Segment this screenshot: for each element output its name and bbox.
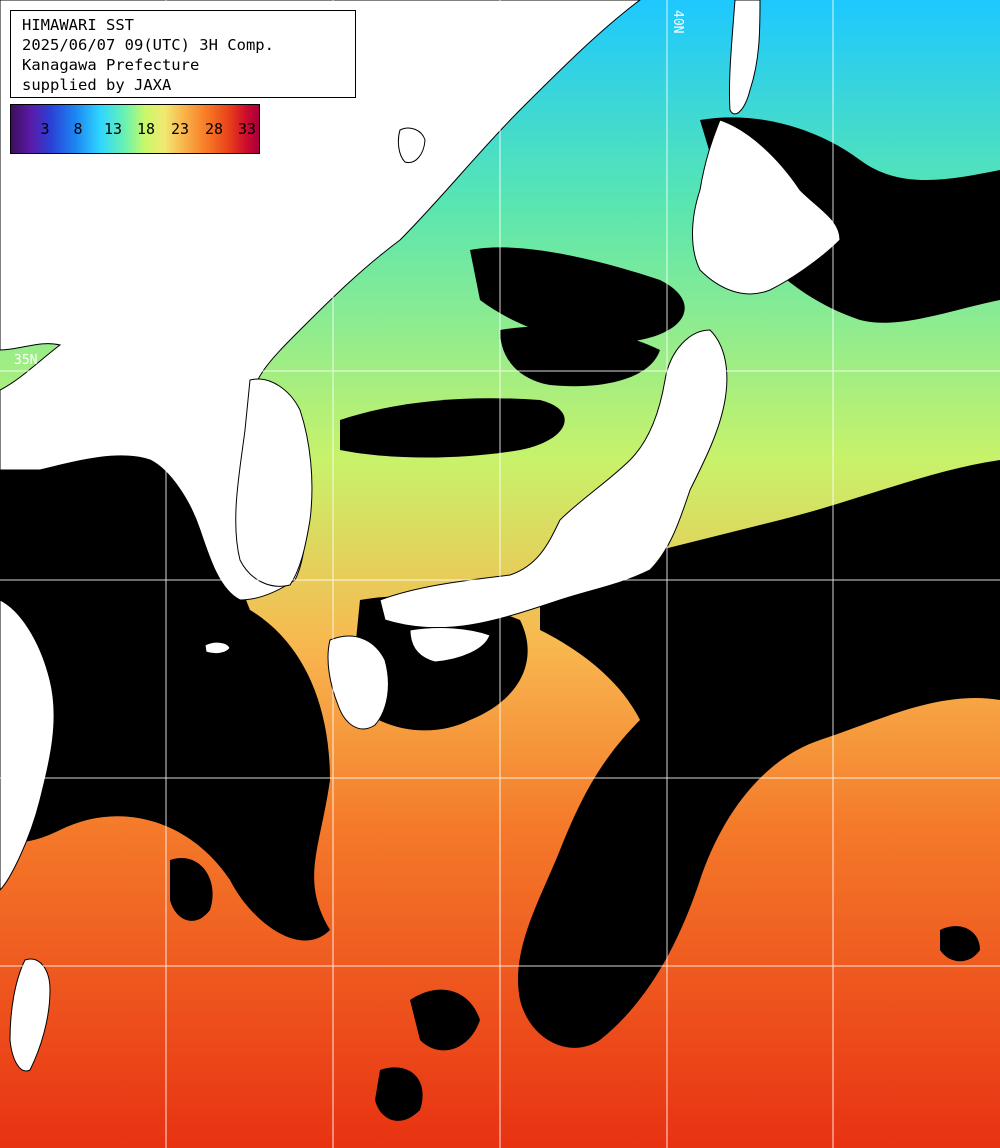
colorbar-label: 33 bbox=[237, 120, 257, 138]
land-hokkaido bbox=[692, 119, 841, 295]
temperature-colorbar: 3 8 13 18 23 28 33 bbox=[10, 104, 260, 154]
colorbar-label: 23 bbox=[170, 120, 190, 138]
map-timestamp: 2025/06/07 09(UTC) 3H Comp. bbox=[22, 36, 274, 54]
cloud-region-north-streak-2 bbox=[340, 398, 565, 458]
land-china-coast bbox=[0, 599, 55, 891]
colorbar-label: 28 bbox=[204, 120, 224, 138]
colorbar-label: 8 bbox=[73, 120, 83, 138]
cloud-region-central bbox=[350, 596, 528, 731]
cloud-region-north-streak-1 bbox=[470, 247, 685, 343]
colorbar-label: 18 bbox=[136, 120, 156, 138]
cloud-region-lower-left bbox=[375, 1067, 423, 1121]
land-honshu bbox=[379, 329, 728, 629]
grid-label-left-upper: 35N bbox=[14, 353, 38, 368]
land-island-north bbox=[397, 127, 426, 164]
cloud-region-south-right bbox=[940, 926, 980, 962]
land-kyushu bbox=[327, 635, 389, 730]
grid-label-top: 40N bbox=[670, 10, 685, 34]
land-korea bbox=[235, 378, 313, 587]
land-shikoku bbox=[409, 627, 491, 663]
land-taiwan bbox=[9, 958, 51, 1072]
cloud-region-west bbox=[0, 417, 330, 941]
land-sakhalin bbox=[728, 0, 761, 115]
map-region: Kanagawa Prefecture bbox=[22, 56, 200, 74]
colorbar-label: 3 bbox=[40, 120, 50, 138]
cloud-region-east-band bbox=[518, 460, 1000, 1048]
colorbar-label: 13 bbox=[103, 120, 123, 138]
map-source: supplied by JAXA bbox=[22, 76, 172, 94]
land-jeju bbox=[204, 641, 231, 655]
grid-label-left-lower: 30N bbox=[14, 760, 38, 775]
map-title: HIMAWARI SST bbox=[22, 16, 134, 34]
map-info-box: HIMAWARI SST 2025/06/07 09(UTC) 3H Comp.… bbox=[10, 10, 356, 98]
cloud-region-far-south bbox=[410, 989, 480, 1051]
cloud-region-southwest bbox=[170, 858, 213, 921]
